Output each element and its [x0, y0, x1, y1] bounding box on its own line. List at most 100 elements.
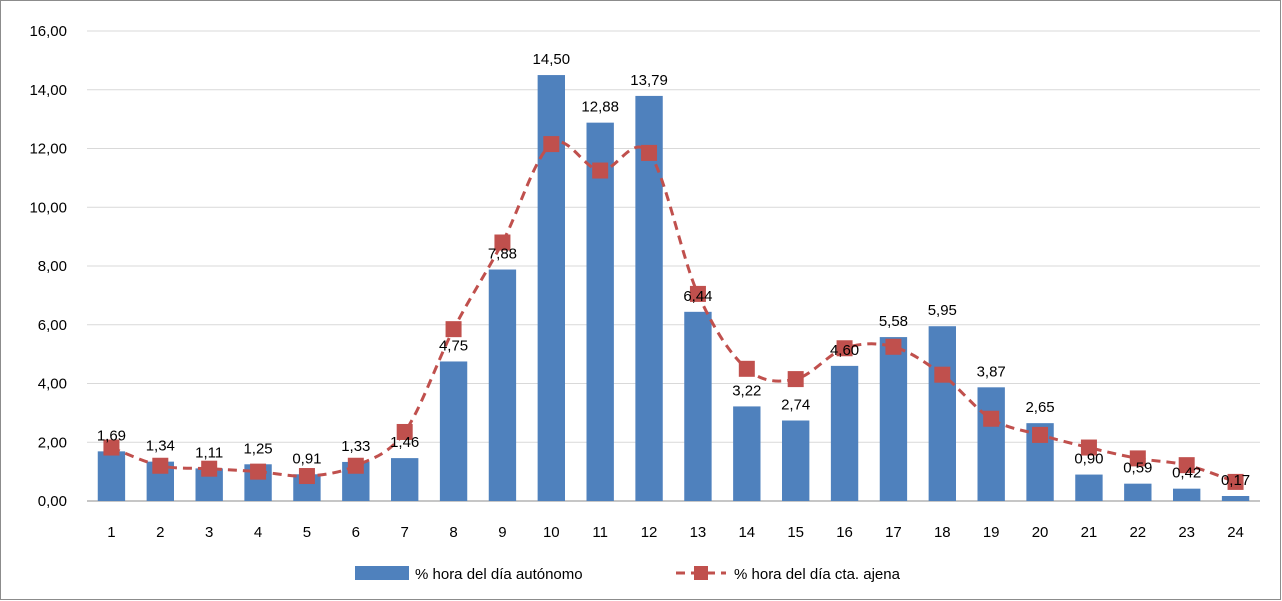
line-marker — [1227, 473, 1244, 490]
bar-data-label: 0,17 — [1221, 472, 1250, 489]
bar — [684, 311, 712, 501]
bar — [1221, 496, 1250, 501]
line-marker — [1032, 426, 1049, 443]
bar-data-label: 4,75 — [439, 337, 468, 354]
line-marker — [201, 460, 218, 477]
bar-data-label: 0,90 — [1074, 451, 1103, 468]
bar — [1124, 483, 1152, 501]
bar-data-label: 1,11 — [195, 444, 223, 461]
bar-data-label: 7,88 — [488, 246, 517, 263]
x-tick-label: 6 — [352, 524, 360, 541]
bar — [586, 122, 614, 502]
bar-data-label: 14,50 — [533, 51, 571, 68]
bar — [928, 326, 956, 501]
x-tick-label: 19 — [983, 524, 1000, 541]
line-marker — [250, 463, 267, 480]
bar — [439, 361, 468, 501]
bar — [977, 387, 1005, 501]
line-marker — [1129, 450, 1146, 467]
x-tick-label: 17 — [885, 524, 902, 541]
x-tick-label: 14 — [738, 524, 755, 541]
bar-data-label: 13,79 — [630, 72, 668, 89]
line-marker — [396, 423, 413, 440]
x-tick-label: 21 — [1081, 524, 1098, 541]
x-tick-label: 4 — [254, 524, 262, 541]
bar-data-label: 2,65 — [1025, 399, 1054, 416]
bar-data-label: 1,25 — [243, 440, 272, 457]
x-tick-label: 1 — [107, 524, 115, 541]
line-marker — [347, 457, 364, 474]
x-axis-ticks: 1 2 3 4 5 6 7 8 9 10 11 12 13 14 15 16 17 18 19 20 21 22 23 24 — [107, 524, 1244, 541]
bar-data-label: 3,87 — [977, 363, 1006, 380]
x-tick-label: 20 — [1032, 524, 1049, 541]
line-marker — [298, 468, 315, 485]
x-tick-label: 13 — [690, 524, 707, 541]
y-tick-label: 4,00 — [38, 376, 67, 393]
bar-data-label: 4,60 — [830, 342, 859, 359]
y-tick-label: 2,00 — [38, 434, 67, 451]
bar-data-label: 0,42 — [1172, 465, 1201, 482]
y-tick-label: 10,00 — [29, 199, 67, 216]
bar-data-label: 1,33 — [341, 438, 370, 455]
line-marker — [983, 410, 1000, 427]
line-marker — [885, 338, 902, 355]
x-tick-label: 24 — [1227, 524, 1244, 541]
x-tick-label: 2 — [156, 524, 164, 541]
data-labels: 1,69 1,34 1,11 1,25 0,91 1,33 1,46 4,75 7,88 14,5… — [97, 51, 1250, 489]
x-tick-label: 12 — [641, 524, 658, 541]
x-tick-label: 15 — [787, 524, 804, 541]
bar — [488, 269, 517, 501]
legend-bar-label: % hora del día autónomo — [415, 566, 583, 583]
line-marker — [738, 360, 755, 377]
line-marker — [152, 457, 169, 474]
x-tick-label: 16 — [836, 524, 853, 541]
bar — [782, 420, 810, 501]
line-marker — [543, 136, 560, 153]
bar — [391, 458, 419, 501]
line-marker — [934, 366, 951, 383]
bar-data-label: 3,22 — [732, 382, 761, 399]
y-tick-label: 14,00 — [29, 82, 67, 99]
legend-bar-swatch — [355, 566, 409, 580]
y-tick-label: 8,00 — [38, 258, 67, 275]
line-series — [103, 136, 1244, 490]
x-tick-label: 23 — [1178, 524, 1195, 541]
bar — [1173, 488, 1201, 501]
bar — [879, 337, 908, 501]
bar — [830, 365, 859, 501]
bar-data-label: 0,59 — [1123, 460, 1152, 477]
x-tick-label: 7 — [401, 524, 409, 541]
y-tick-label: 12,00 — [29, 141, 67, 158]
gridlines — [87, 30, 1260, 502]
line-marker — [1178, 457, 1195, 474]
legend: % hora del día autónomo % hora del día c… — [355, 566, 901, 583]
bar-data-label: 0,91 — [292, 450, 321, 467]
legend-line-marker — [694, 566, 708, 580]
x-tick-label: 8 — [449, 524, 457, 541]
bar-data-label: 6,44 — [683, 288, 712, 305]
bar — [97, 451, 126, 501]
bar-data-label: 5,58 — [879, 313, 908, 330]
y-tick-label: 16,00 — [29, 23, 67, 40]
bar-data-label: 5,95 — [928, 302, 957, 319]
x-tick-label: 22 — [1129, 524, 1146, 541]
x-tick-label: 3 — [205, 524, 213, 541]
bar-data-label: 1,69 — [97, 427, 126, 444]
bar-data-label: 12,88 — [581, 99, 619, 116]
bar — [1075, 474, 1103, 501]
x-tick-label: 5 — [303, 524, 311, 541]
bar — [733, 406, 761, 501]
legend-line-label: % hora del día cta. ajena — [734, 566, 901, 583]
line-marker — [641, 144, 658, 161]
x-tick-label: 18 — [934, 524, 951, 541]
x-tick-label: 10 — [543, 524, 560, 541]
y-axis-ticks: 0,00 2,00 4,00 6,00 8,00 10,00 12,00 14,00 16,00 — [29, 23, 67, 510]
bar-data-label: 1,46 — [390, 434, 419, 451]
line-marker — [787, 371, 804, 388]
line-marker — [836, 340, 853, 357]
x-tick-label: 11 — [592, 524, 608, 541]
y-tick-label: 6,00 — [38, 317, 67, 334]
x-tick-label: 9 — [498, 524, 506, 541]
bar — [635, 95, 663, 501]
